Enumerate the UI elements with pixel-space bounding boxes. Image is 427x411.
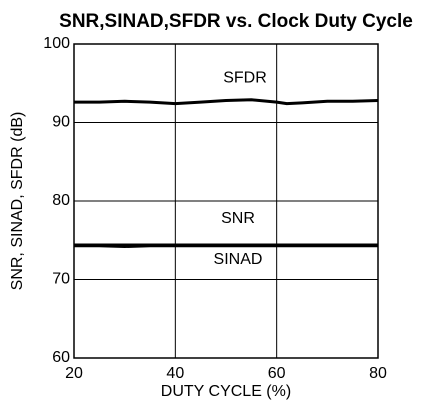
x-tick-label: 40 <box>166 365 184 382</box>
y-axis-label: SNR, SINAD, SFDR (dB) <box>9 112 26 291</box>
data-line <box>74 98 379 106</box>
plot-frame <box>73 43 379 359</box>
x-tick-label: 60 <box>268 365 286 382</box>
series-label: SINAD <box>214 251 263 268</box>
y-tick-label: 80 <box>52 192 70 209</box>
y-tick-label: 90 <box>52 114 70 131</box>
y-tick-label: 60 <box>52 349 70 366</box>
x-tick-label: 80 <box>369 365 387 382</box>
y-tick-label: 100 <box>43 35 70 52</box>
y-tick-label: 70 <box>52 271 70 288</box>
x-tick-label: 20 <box>65 365 83 382</box>
x-axis-label: DUTY CYCLE (%) <box>161 383 291 400</box>
data-line <box>74 244 378 249</box>
chart-title: SNR,SINAD,SFDR vs. Clock Duty Cycle <box>59 11 413 32</box>
series-label: SFDR <box>223 69 267 86</box>
series-label: SNR <box>221 210 255 227</box>
